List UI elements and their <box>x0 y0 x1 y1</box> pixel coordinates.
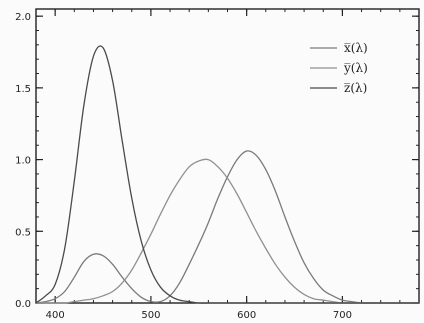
series-line-0 <box>35 150 419 304</box>
y-tick-label: 0.5 <box>15 227 31 238</box>
y-tick-label: 2.0 <box>15 12 31 23</box>
legend: x̅(λ) y̅(λ) z̅(λ) <box>310 41 368 95</box>
tick-labels: 400 500 600 700 0.0 0.5 1.0 1.5 2.0 <box>15 12 352 321</box>
legend-label-2: z̅(λ) <box>344 81 367 95</box>
series-lines <box>35 45 419 304</box>
tick-marks <box>36 9 419 304</box>
legend-label-0: x̅(λ) <box>344 41 368 55</box>
y-tick-label: 1.5 <box>15 84 31 95</box>
x-tick-label: 700 <box>333 310 352 321</box>
x-tick-label: 400 <box>46 310 65 321</box>
x-tick-label: 500 <box>141 310 160 321</box>
x-tick-label: 600 <box>237 310 256 321</box>
y-tick-label: 1.0 <box>15 156 31 167</box>
series-line-1 <box>36 158 419 304</box>
series-line-2 <box>35 45 419 304</box>
legend-label-1: y̅(λ) <box>343 61 368 75</box>
y-tick-label: 0.0 <box>15 299 31 310</box>
